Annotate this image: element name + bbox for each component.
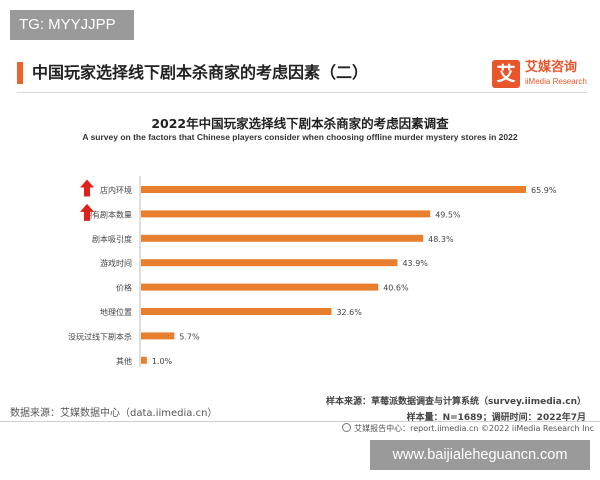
category-label: 店内环境 [100,185,132,195]
footer: 艾媒报告中心：report.iimedia.cn ©2022 iiMedia R… [342,423,594,434]
header-divider [17,92,587,93]
bar-chart: 店内环境 65.9% 拥有剧本数量 49.5% 剧本吸引度 48.3% 游戏时间 43.9% 价… [68,176,557,367]
data-source: 数据来源：艾媒数据中心（data.iimedia.cn） [10,408,218,419]
data-label: 48.3% [428,235,454,244]
chart-title: 2022年中国玩家选择线下剧本杀商家的考虑因素调查 [151,116,449,131]
report-icon [342,423,352,432]
category-label: 没玩过线下剧本杀 [68,331,132,341]
chart-subtitle: A survey on the factors that Chinese pla… [82,132,518,142]
data-label: 32.6% [336,308,362,317]
title-accent-bar [17,62,23,84]
tg-tag: TG: MYYJJPP [10,10,134,40]
category-label: 其他 [116,356,132,366]
page-title: 中国玩家选择线下剧本杀商家的考虑因素（二） [32,63,369,82]
footer-text: 艾媒报告中心：report.iimedia.cn ©2022 iiMedia R… [354,424,594,433]
bar [141,332,175,340]
bar [141,210,431,218]
logo-en-text: iiMedia Research [525,77,587,86]
category-label: 价格 [116,283,132,293]
category-label: 拥有剧本数量 [84,209,132,219]
watermark-url[interactable]: www.baijialeheguancn.com [370,440,590,470]
data-label: 5.7% [179,332,200,341]
category-label: 游戏时间 [100,258,132,268]
sample-size: 样本量：N=1689；调研时间：2022年7月 [406,413,586,423]
data-label: 49.5% [435,210,461,219]
data-label: 40.6% [383,284,409,293]
sample-source: 样本来源：草莓派数据调查与计算系统（survey.iimedia.cn） [325,397,586,407]
up-arrow-icon [80,203,94,221]
bar [141,234,424,242]
bar [141,283,379,291]
bar [141,186,526,193]
data-label: 1.0% [152,357,173,366]
logo-mark-icon: 艾 [492,60,520,88]
iimedia-logo: 艾 艾媒咨询 iiMedia Research [492,60,592,92]
bar [141,308,332,315]
category-label: 地理位置 [100,307,132,317]
bar [141,356,147,364]
up-arrow-icon [80,179,94,197]
bar [141,259,398,267]
footer-divider [0,421,600,422]
data-label: 43.9% [402,259,428,268]
data-label: 65.9% [531,186,557,195]
category-label: 剧本吸引度 [92,234,132,244]
logo-cn-text: 艾媒咨询 [525,60,578,75]
